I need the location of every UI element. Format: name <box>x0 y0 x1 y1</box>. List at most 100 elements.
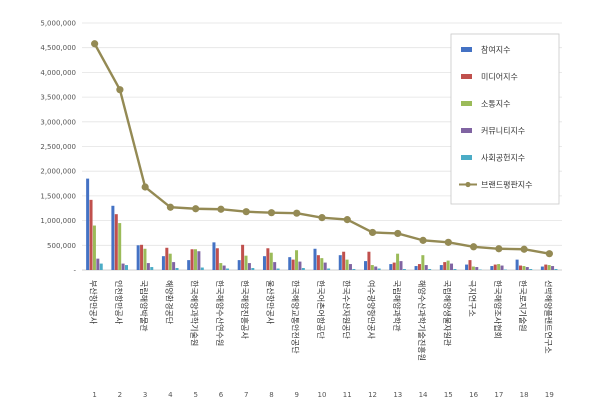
bar <box>124 265 128 270</box>
y-tick-label: 4,000,000 <box>40 69 76 77</box>
y-tick-label: 4,500,000 <box>40 44 76 52</box>
bar <box>114 214 118 270</box>
y-tick-label: 2,500,000 <box>40 143 76 151</box>
bar <box>175 268 179 270</box>
bar <box>370 265 374 270</box>
bar <box>99 263 103 270</box>
bar <box>251 268 255 270</box>
bar <box>348 264 352 270</box>
bar <box>529 269 533 270</box>
x-index-label: 17 <box>494 391 503 399</box>
bar <box>262 256 266 270</box>
bar <box>140 244 144 270</box>
bar <box>327 268 331 270</box>
y-tick-label: 1,000,000 <box>40 217 76 225</box>
bar-series <box>86 178 558 270</box>
bar <box>392 262 396 270</box>
bar <box>313 248 317 270</box>
line-point <box>520 245 528 253</box>
legend-label: 사회공헌지수 <box>481 154 525 163</box>
legend-label: 브랜드평판지수 <box>481 180 533 190</box>
y-tick-label: 2,000,000 <box>40 168 76 176</box>
bar <box>89 199 93 270</box>
bar <box>465 264 469 270</box>
legend-swatch <box>461 74 472 79</box>
bar <box>161 256 165 270</box>
bar <box>443 262 447 270</box>
bar <box>515 259 519 270</box>
legend-swatch <box>461 47 472 52</box>
x-index-label: 1 <box>92 391 96 399</box>
bar <box>402 269 406 270</box>
x-category-label: 해양수산과학기술진흥원 <box>417 280 427 361</box>
bar <box>471 266 475 270</box>
legend-swatch <box>461 101 472 106</box>
line-point <box>192 205 200 213</box>
bar <box>364 261 368 270</box>
bar <box>298 261 302 270</box>
bar <box>519 265 523 270</box>
bar <box>399 261 403 270</box>
x-index-label: 5 <box>193 391 197 399</box>
legend-swatch <box>461 155 472 160</box>
bar <box>266 248 270 270</box>
legend-label: 소통지수 <box>481 100 510 109</box>
x-index-label: 7 <box>244 391 248 399</box>
x-category-label: 국립해양과학관 <box>392 280 402 332</box>
x-index-label: 13 <box>393 391 402 399</box>
bar <box>424 265 428 270</box>
line-point <box>293 209 301 217</box>
bar <box>301 268 305 270</box>
bar <box>165 247 169 270</box>
x-category-label: 해양환경공단 <box>164 280 174 325</box>
bar <box>168 253 172 270</box>
x-index-label: 11 <box>343 391 352 399</box>
bar <box>200 267 204 270</box>
x-category-label: 부산항만공사 <box>89 280 99 325</box>
bar <box>374 266 378 270</box>
bar <box>276 268 280 270</box>
bar <box>247 263 251 270</box>
bar <box>172 262 176 270</box>
line-point <box>469 243 478 251</box>
line-point <box>545 250 553 258</box>
bar <box>345 259 349 270</box>
bar <box>352 269 356 270</box>
bar <box>86 178 90 270</box>
bar <box>377 268 381 270</box>
bar <box>269 252 273 270</box>
x-index-label: 6 <box>219 391 224 399</box>
line-point <box>242 208 250 216</box>
bar <box>244 255 248 270</box>
bar <box>453 269 457 270</box>
x-category-label: 한국해양교통안전공단 <box>291 280 301 354</box>
x-category-label: 국립해양박물관 <box>139 280 149 332</box>
y-tick-label: - <box>73 267 76 275</box>
line-point <box>343 216 351 224</box>
x-index-label: 16 <box>469 391 478 399</box>
x-category-label: 한국수산자원공단 <box>341 280 351 340</box>
bar <box>288 257 292 270</box>
bar <box>525 267 529 270</box>
line-point <box>267 209 276 217</box>
x-index-label: 14 <box>419 391 428 399</box>
bar <box>493 264 497 270</box>
bar <box>121 263 125 270</box>
bar <box>136 245 140 270</box>
x-index-label: 15 <box>444 391 453 399</box>
bar <box>468 260 472 270</box>
line-point <box>141 183 149 191</box>
legend-label: 참여지수 <box>481 45 510 55</box>
bar <box>414 266 418 270</box>
bar <box>421 255 425 270</box>
x-axis: 부산항만공사 1 인천항만공사 2 국립해양박물관 3 해양환경공단 4 한국해양과학기술원 5 한… <box>89 280 554 399</box>
x-category-label: 극지연구소 <box>468 280 477 317</box>
y-axis: - 500,000 1,000,000 1,500,000 2,000,000 2,500… <box>40 20 76 275</box>
bar <box>497 264 501 270</box>
x-index-label: 19 <box>545 391 554 399</box>
bar <box>396 253 400 270</box>
line-point <box>419 236 427 244</box>
x-index-label: 3 <box>143 391 147 399</box>
